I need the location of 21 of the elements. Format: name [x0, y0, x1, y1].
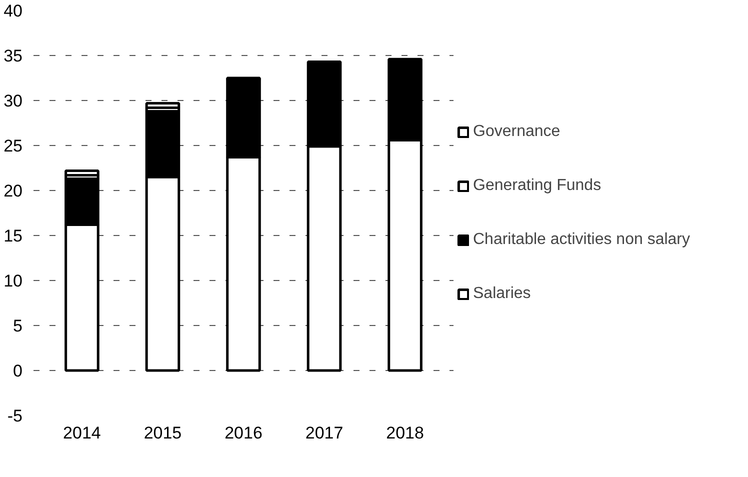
bar — [64, 169, 100, 176]
legend-label: Generating Funds — [473, 176, 602, 194]
x-tick-label: 2016 — [224, 424, 262, 442]
bar — [145, 102, 180, 109]
y-tick-label: 0 — [13, 362, 23, 380]
x-tick-label: 2014 — [63, 424, 101, 442]
x-tick-label: 2017 — [305, 424, 344, 442]
x-tick-label: 2018 — [386, 424, 424, 442]
legend-label: Governance — [473, 122, 560, 140]
legend-label: Charitable activities non salary — [473, 230, 690, 248]
x-tick-label: 2015 — [144, 424, 182, 442]
y-tick-label: -5 — [7, 406, 23, 426]
y-tick-label: 25 — [4, 136, 23, 156]
y-tick-label: 20 — [4, 182, 23, 200]
y-tick-label: 15 — [4, 226, 23, 246]
y-tick-label: 40 — [4, 2, 23, 20]
legend-label: Salaries — [473, 284, 531, 302]
y-tick-label: 10 — [4, 272, 23, 290]
y-tick-label: 30 — [4, 92, 23, 110]
y-tick-label: 5 — [13, 316, 23, 336]
y-tick-label: 35 — [4, 46, 23, 66]
